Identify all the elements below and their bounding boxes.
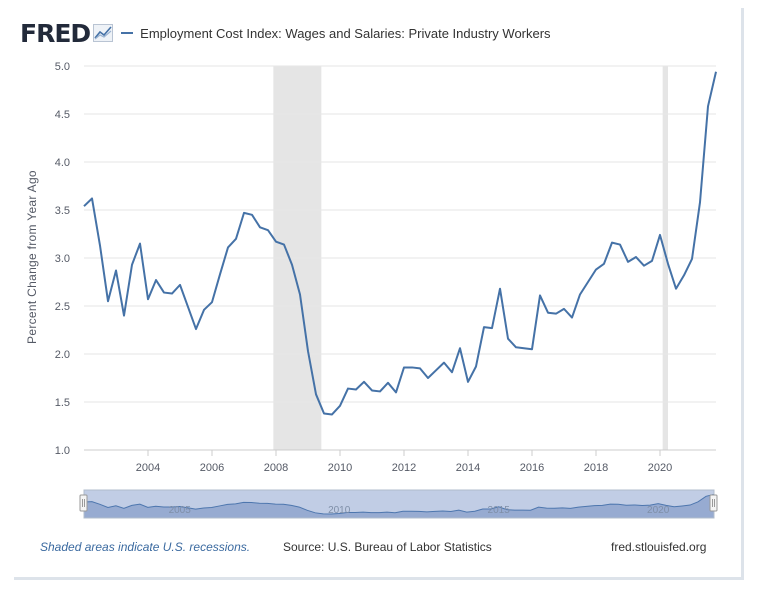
y-tick-label: 4.5 [55,109,70,121]
navigator-handle-left[interactable] [79,494,88,512]
navigator-label: 2010 [328,505,351,516]
fred-logo[interactable]: FRED [20,18,91,48]
y-tick-label: 5.0 [55,61,70,73]
y-tick-label: 3.0 [55,253,70,265]
panel-shadow-bottom [14,577,744,580]
y-tick-labels: 1.0 1.5 2.0 2.5 3.0 3.5 4.0 4.5 5.0 [55,61,70,457]
x-tick-label: 2020 [648,462,672,474]
legend-swatch [121,32,134,34]
site-link[interactable]: fred.stlouisfed.org [611,540,707,554]
navigator-mask [83,489,715,519]
source-note: Source: U.S. Bureau of Labor Statistics [283,540,492,554]
y-tick-label: 1.5 [55,397,70,409]
chart-panel [14,8,741,577]
navigator-label: 2015 [488,505,511,516]
chart-header: FRED Employment Cost Index: Wages and Sa… [20,18,551,48]
handle-body [79,494,88,512]
x-tick-label: 2008 [264,462,288,474]
x-tick-label: 2018 [584,462,608,474]
series-layer [83,71,717,416]
x-tick-label: 2006 [200,462,224,474]
x-tick-label: 2014 [456,462,480,474]
x-tick-labels: 2004 2006 2008 2010 2012 2014 2016 2018 2020 [84,449,716,474]
y-tick-label: 1.0 [55,445,70,457]
series-title: Employment Cost Index: Wages and Salarie… [140,25,551,41]
navigator-handle-right[interactable] [709,494,718,512]
handle-body [709,494,718,512]
y-tick-label: 2.5 [55,301,70,313]
navigator-series [83,493,715,519]
series-line [83,71,717,416]
navigator-label: 2005 [169,505,192,516]
panel-shadow-right [741,8,744,577]
x-tick-label: 2010 [328,462,352,474]
y-tick-label: 4.0 [55,157,70,169]
x-tick-label: 2004 [136,462,160,474]
x-tick-label: 2016 [520,462,544,474]
gridlines [84,65,716,451]
y-tick-label: 2.0 [55,349,70,361]
range-navigator[interactable]: 2005 2010 2015 2020 [79,489,718,519]
x-tick-label: 2012 [392,462,416,474]
recession-note: Shaded areas indicate U.S. recessions. [40,540,251,554]
navigator-label: 2020 [647,505,670,516]
fred-graph-icon [93,24,114,42]
y-tick-label: 3.5 [55,205,70,217]
